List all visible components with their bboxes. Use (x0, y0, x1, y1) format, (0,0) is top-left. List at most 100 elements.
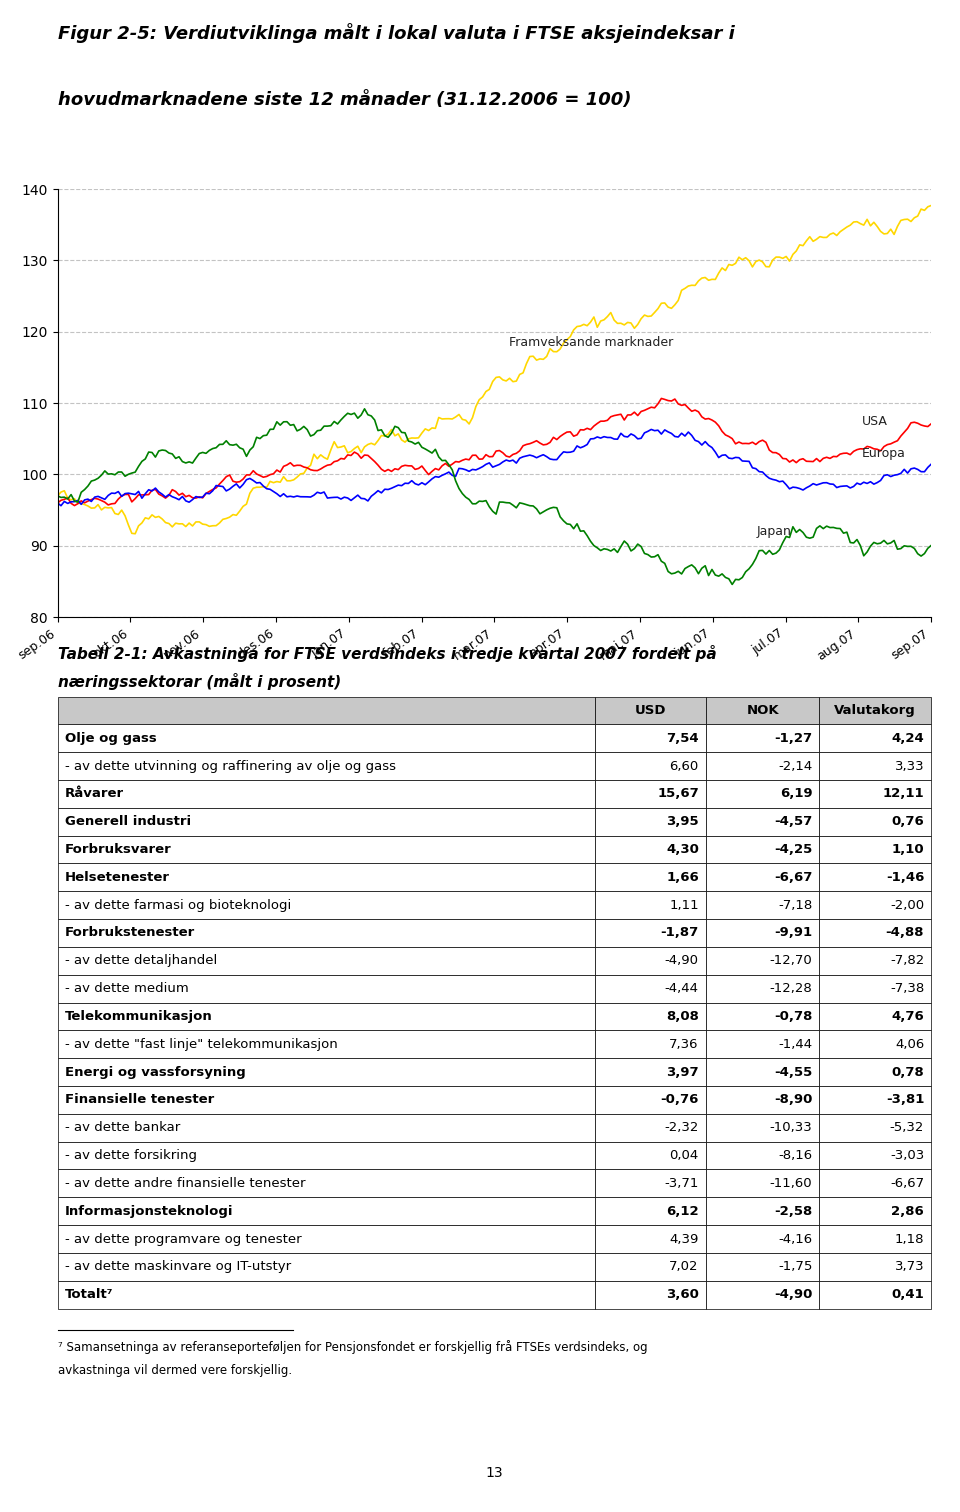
Text: -2,58: -2,58 (774, 1205, 812, 1217)
Bar (706, 1114, 820, 1142)
Text: 3,95: 3,95 (666, 815, 699, 829)
Text: -4,55: -4,55 (774, 1066, 812, 1078)
Bar (706, 1058, 820, 1086)
Bar (595, 780, 706, 807)
Bar (820, 1225, 931, 1253)
Bar (706, 947, 820, 975)
Bar (706, 975, 820, 1002)
Bar (58, 1281, 595, 1308)
Bar (820, 1058, 931, 1086)
Bar (58, 919, 595, 947)
Bar (820, 975, 931, 1002)
Text: -12,70: -12,70 (770, 954, 812, 968)
Bar (595, 975, 706, 1002)
Text: -4,90: -4,90 (665, 954, 699, 968)
Bar (595, 1030, 706, 1058)
Text: Finansielle tenester: Finansielle tenester (64, 1093, 214, 1107)
Bar (58, 724, 595, 751)
Bar (58, 1169, 595, 1198)
Bar (706, 1169, 820, 1198)
Text: - av dette detaljhandel: - av dette detaljhandel (64, 954, 217, 968)
Bar (820, 780, 931, 807)
Bar (595, 891, 706, 919)
Text: Generell industri: Generell industri (64, 815, 191, 829)
Bar (706, 1002, 820, 1030)
Bar (58, 1253, 595, 1281)
Bar (706, 1253, 820, 1281)
Bar (820, 1142, 931, 1169)
Bar (706, 1225, 820, 1253)
Bar (58, 891, 595, 919)
Text: Japan: Japan (756, 525, 791, 538)
Text: 13: 13 (486, 1465, 503, 1480)
Text: 7,54: 7,54 (666, 732, 699, 745)
Text: Energi og vassforsyning: Energi og vassforsyning (64, 1066, 246, 1078)
Text: 6,60: 6,60 (669, 759, 699, 773)
Bar (58, 1114, 595, 1142)
Bar (58, 975, 595, 1002)
Bar (706, 724, 820, 751)
Text: Valutakorg: Valutakorg (834, 705, 916, 717)
Text: 4,76: 4,76 (892, 1010, 924, 1024)
Bar (595, 836, 706, 863)
Text: Framveksande marknader: Framveksande marknader (509, 336, 673, 349)
Text: -8,90: -8,90 (774, 1093, 812, 1107)
Text: -2,00: -2,00 (890, 898, 924, 912)
Bar (595, 1225, 706, 1253)
Text: 1,18: 1,18 (895, 1232, 924, 1246)
Bar (706, 1142, 820, 1169)
Bar (595, 863, 706, 891)
Text: -10,33: -10,33 (770, 1122, 812, 1134)
Bar (595, 1002, 706, 1030)
Text: -12,28: -12,28 (770, 983, 812, 995)
Bar (820, 1253, 931, 1281)
Bar (706, 1030, 820, 1058)
Bar (595, 807, 706, 836)
Text: Totalt⁷: Totalt⁷ (64, 1288, 113, 1302)
Text: USA: USA (862, 414, 888, 428)
Text: Råvarer: Råvarer (64, 788, 124, 800)
Bar (595, 751, 706, 780)
Bar (820, 919, 931, 947)
Text: hovudmarknadene siste 12 månader (31.12.2006 = 100): hovudmarknadene siste 12 månader (31.12.… (58, 91, 631, 109)
Text: -4,90: -4,90 (774, 1288, 812, 1302)
Text: 0,78: 0,78 (892, 1066, 924, 1078)
Text: -4,25: -4,25 (774, 844, 812, 856)
Bar (706, 751, 820, 780)
Text: 3,60: 3,60 (666, 1288, 699, 1302)
Text: 1,11: 1,11 (669, 898, 699, 912)
Bar (58, 1225, 595, 1253)
Text: Tabell 2-1: Avkastninga for FTSE verdsindeks i tredje kvartal 2007 fordelt på: Tabell 2-1: Avkastninga for FTSE verdsin… (58, 646, 716, 662)
Text: - av dette utvinning og raffinering av olje og gass: - av dette utvinning og raffinering av o… (64, 759, 396, 773)
Bar (58, 1086, 595, 1114)
Bar (820, 697, 931, 724)
Text: - av dette maskinvare og IT-utstyr: - av dette maskinvare og IT-utstyr (64, 1261, 291, 1273)
Text: 3,73: 3,73 (895, 1261, 924, 1273)
Text: 7,36: 7,36 (669, 1037, 699, 1051)
Bar (58, 1058, 595, 1086)
Text: -1,27: -1,27 (775, 732, 812, 745)
Text: 4,24: 4,24 (892, 732, 924, 745)
Bar (820, 1114, 931, 1142)
Text: avkastninga vil dermed vere forskjellig.: avkastninga vil dermed vere forskjellig. (58, 1364, 292, 1377)
Text: -6,67: -6,67 (890, 1176, 924, 1190)
Text: 4,39: 4,39 (669, 1232, 699, 1246)
Bar (58, 697, 595, 724)
Text: -7,38: -7,38 (890, 983, 924, 995)
Bar (595, 1253, 706, 1281)
Bar (706, 836, 820, 863)
Text: 15,67: 15,67 (657, 788, 699, 800)
Text: Olje og gass: Olje og gass (64, 732, 156, 745)
Text: -11,60: -11,60 (770, 1176, 812, 1190)
Text: 4,06: 4,06 (895, 1037, 924, 1051)
Bar (706, 891, 820, 919)
Text: 0,41: 0,41 (892, 1288, 924, 1302)
Bar (595, 919, 706, 947)
Bar (820, 836, 931, 863)
Text: ⁷ Samansetninga av referanseporteføljen for Pensjonsfondet er forskjellig frå FT: ⁷ Samansetninga av referanseporteføljen … (58, 1340, 647, 1355)
Bar (820, 807, 931, 836)
Text: - av dette bankar: - av dette bankar (64, 1122, 180, 1134)
Text: -5,32: -5,32 (890, 1122, 924, 1134)
Bar (706, 919, 820, 947)
Bar (58, 1142, 595, 1169)
